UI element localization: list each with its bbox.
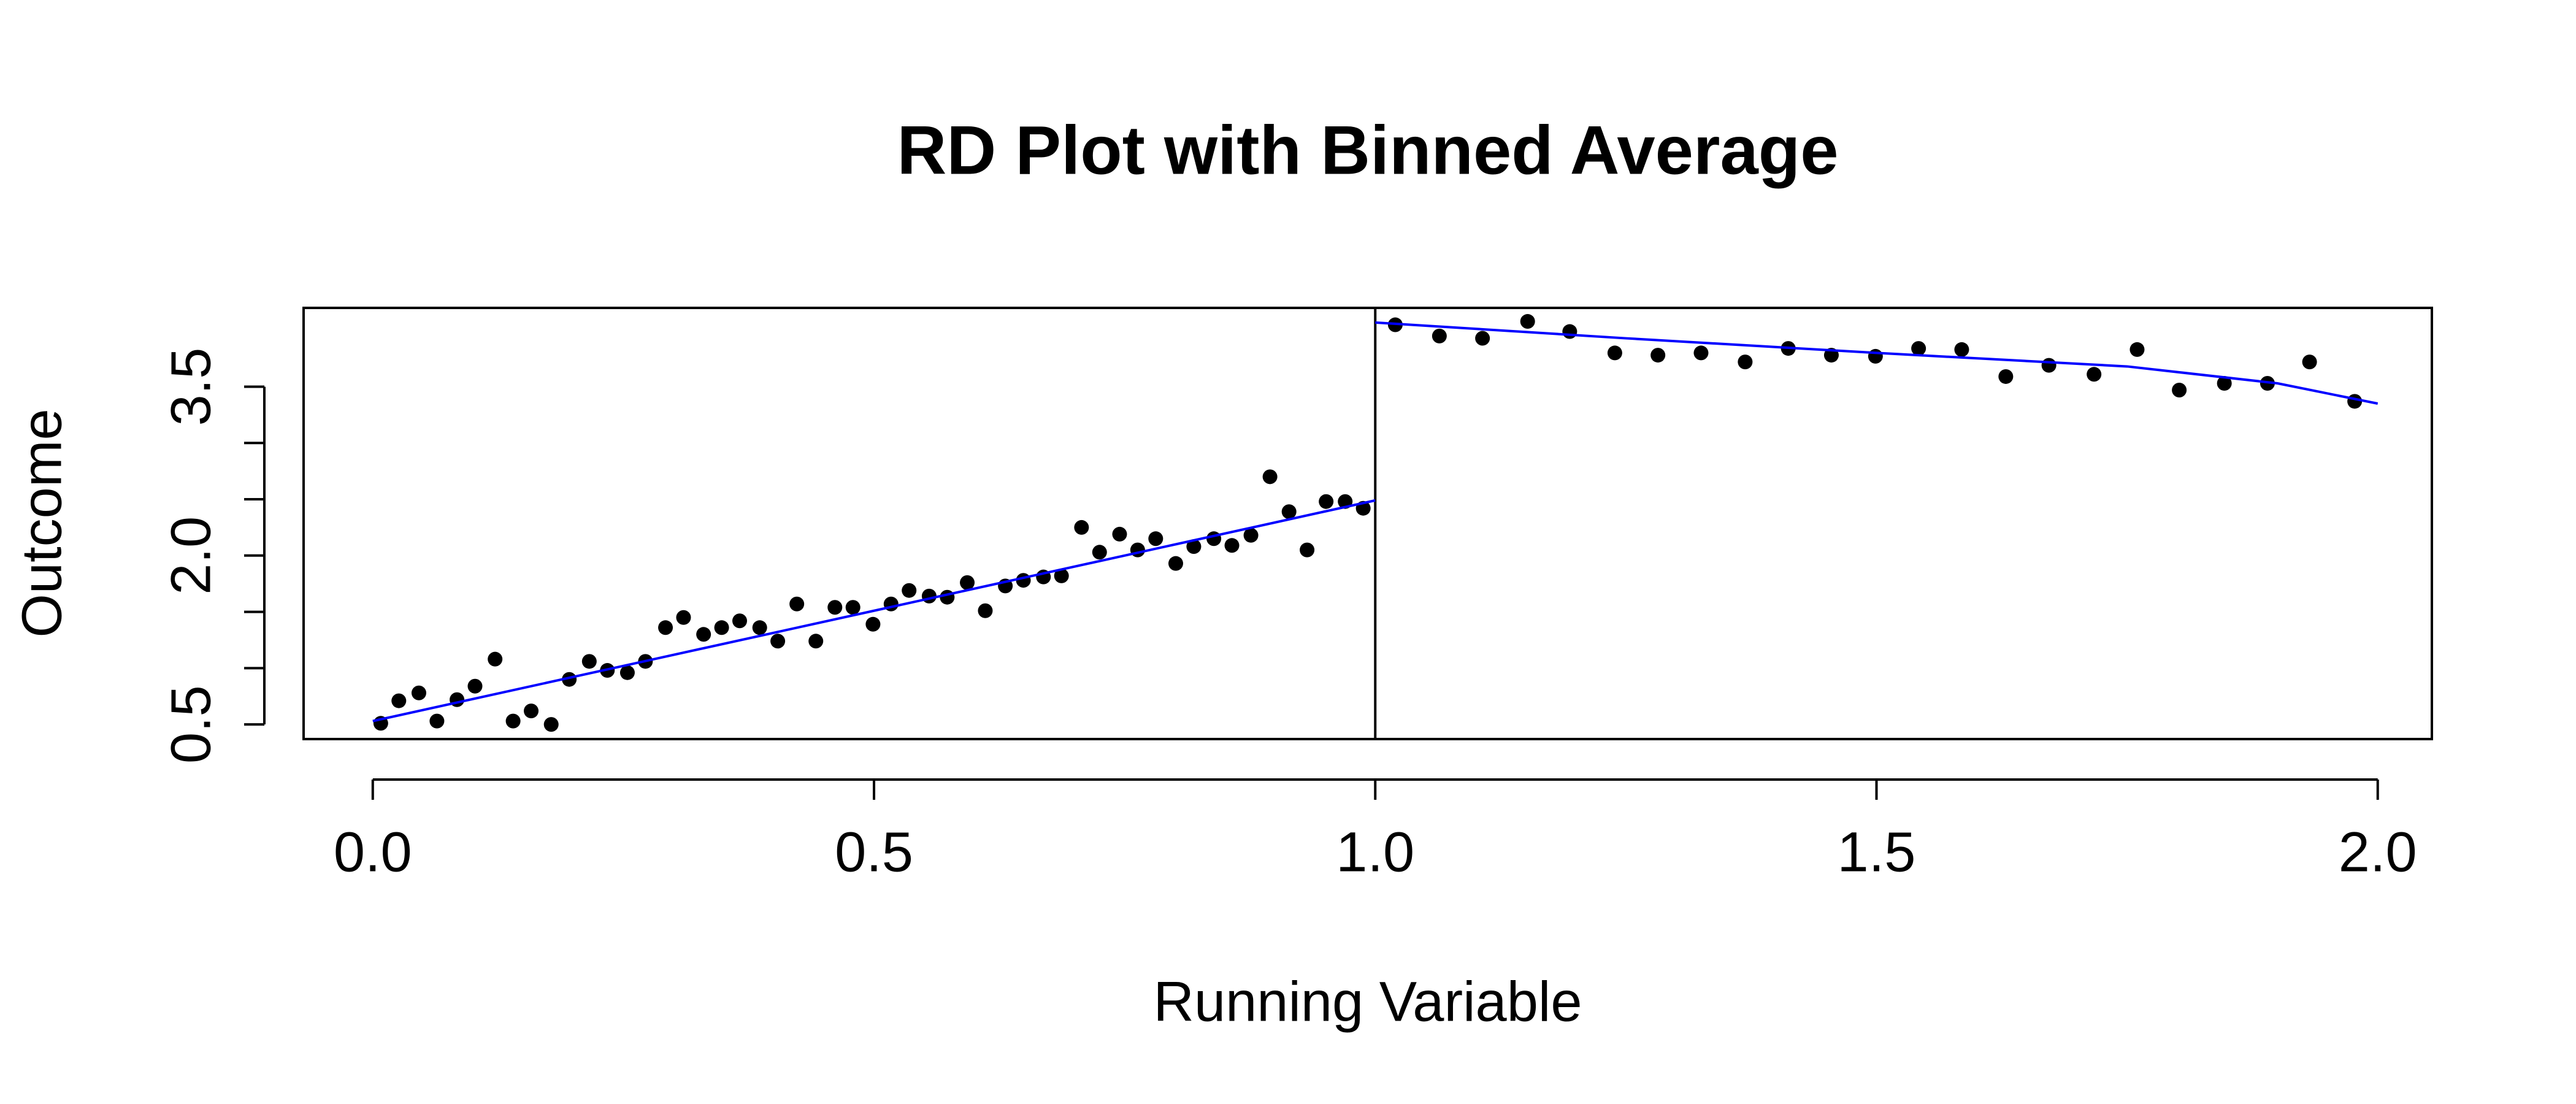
x-tick-label: 0.0	[334, 821, 412, 883]
point	[467, 678, 483, 694]
plot-box	[302, 307, 2433, 740]
y-axis-label: Outcome	[10, 408, 73, 637]
point	[676, 610, 691, 625]
point	[2347, 394, 2363, 409]
point	[1281, 504, 1297, 519]
fit-line	[1375, 321, 2379, 405]
x-tick-label: 2.0	[2339, 821, 2417, 883]
point	[1262, 469, 1278, 485]
point	[940, 589, 955, 605]
point	[2129, 342, 2145, 357]
point	[2041, 358, 2057, 373]
point	[808, 634, 824, 649]
point	[770, 634, 786, 649]
y-tick-label: 2.0	[159, 516, 222, 595]
point	[562, 672, 577, 687]
point	[2302, 355, 2317, 370]
point	[1693, 345, 1709, 361]
point	[488, 651, 503, 667]
y-tick-label: 0.5	[159, 685, 222, 764]
point	[1954, 342, 1969, 357]
point	[1607, 345, 1622, 361]
point	[1868, 348, 1883, 364]
point	[714, 620, 729, 635]
point	[1911, 341, 1926, 356]
point	[391, 693, 407, 708]
point	[581, 654, 597, 669]
y-tick-label: 3.5	[159, 348, 222, 426]
chart-title: RD Plot with Binned Average	[897, 112, 1839, 189]
point	[1300, 542, 1315, 558]
point	[827, 600, 843, 615]
point	[1148, 531, 1163, 546]
fit-line	[372, 499, 1376, 723]
x-axis-label: Running Variable	[1154, 970, 1582, 1033]
x-tick-label: 0.5	[835, 821, 913, 883]
point	[505, 713, 521, 729]
point	[1186, 539, 1202, 554]
point	[2217, 375, 2232, 391]
point	[1112, 526, 1127, 542]
point	[1319, 494, 1334, 509]
point	[1243, 527, 1259, 543]
point	[1998, 369, 2014, 384]
point	[1224, 538, 1240, 553]
point	[1054, 568, 1069, 583]
point	[1074, 519, 1089, 535]
point	[2087, 367, 2102, 382]
point	[865, 616, 881, 632]
point	[411, 685, 426, 700]
point	[696, 627, 711, 642]
point	[902, 583, 917, 598]
point	[543, 717, 559, 732]
point	[619, 665, 635, 680]
point	[1130, 542, 1145, 558]
point	[1016, 573, 1031, 588]
x-tick-label: 1.0	[1336, 821, 1414, 883]
point	[752, 620, 767, 635]
point	[1092, 545, 1107, 560]
point	[1168, 556, 1183, 571]
point	[1562, 324, 1577, 339]
point	[789, 596, 805, 611]
point	[732, 613, 747, 629]
point	[429, 713, 445, 729]
point	[524, 703, 539, 719]
point	[1206, 531, 1222, 546]
point	[1650, 348, 1666, 363]
point	[1738, 355, 1753, 370]
point	[658, 620, 673, 635]
point	[2172, 382, 2187, 397]
point	[1475, 331, 1490, 346]
point	[1432, 328, 1447, 343]
point	[1520, 314, 1535, 329]
point	[960, 575, 975, 590]
point	[845, 600, 861, 615]
point	[978, 603, 993, 618]
x-tick-label: 1.5	[1838, 821, 1916, 883]
point	[921, 588, 937, 604]
